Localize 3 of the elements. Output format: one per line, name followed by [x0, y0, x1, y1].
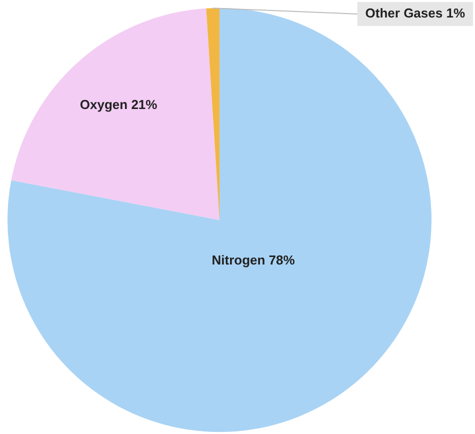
slice-label: Oxygen 21% [80, 97, 158, 112]
slice-label: Nitrogen 78% [212, 252, 296, 268]
slice-label: Other Gases 1% [365, 6, 466, 21]
